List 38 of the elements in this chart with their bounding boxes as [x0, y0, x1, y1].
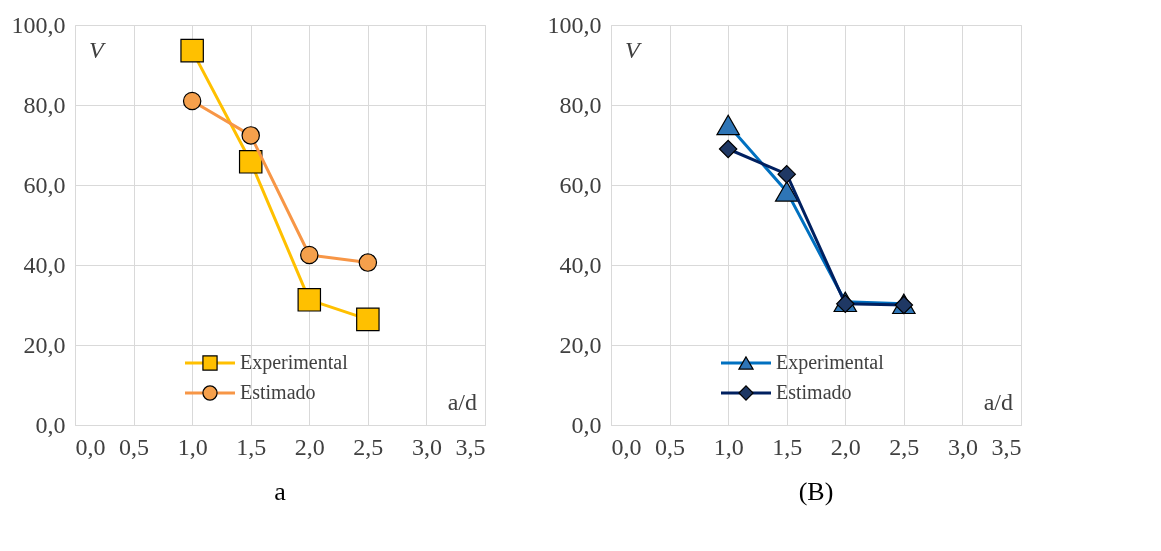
y-tick-label: 0,0	[35, 411, 66, 438]
y-tick-label: 0,0	[571, 411, 602, 438]
y-tick-label: 80,0	[23, 91, 66, 118]
x-tick-label: 1,5	[236, 433, 267, 460]
x-tick-label: 0,0	[75, 433, 106, 460]
x-tick-label: 1,0	[713, 433, 744, 460]
y-tick-label: 80,0	[559, 91, 602, 118]
x-axis-title: a/d	[983, 389, 1013, 415]
x-tick-label: 2,0	[830, 433, 861, 460]
x-tick-label: 0,0	[611, 433, 642, 460]
y-tick-label: 40,0	[23, 251, 66, 278]
legend-label: Experimental	[240, 351, 349, 374]
y-tick-label: 60,0	[23, 171, 66, 198]
y-tick-label: 20,0	[23, 331, 66, 358]
x-axis-title: a/d	[447, 389, 477, 415]
x-tick-label: 0,5	[655, 433, 686, 460]
y-tick-label: 40,0	[559, 251, 602, 278]
y-tick-label: 20,0	[559, 331, 602, 358]
y-tick-label: 60,0	[559, 171, 602, 198]
x-tick-label: 2,5	[353, 433, 384, 460]
x-tick-label: 1,0	[177, 433, 208, 460]
x-tick-label: 3,0	[947, 433, 978, 460]
legend-label: Estimado	[240, 381, 316, 403]
x-tick-label: 3,0	[411, 433, 442, 460]
legend-label: Experimental	[776, 351, 885, 374]
text: a	[274, 477, 287, 506]
y-tick-label: 100,0	[547, 11, 602, 38]
text: (B)	[798, 477, 834, 506]
y-tick-label: 100,0	[11, 11, 66, 38]
x-tick-label: 3,5	[455, 433, 486, 460]
x-tick-label: 2,5	[889, 433, 920, 460]
x-tick-label: 1,5	[772, 433, 803, 460]
y-axis-title: V	[625, 37, 642, 63]
y-axis-title: V	[89, 37, 106, 63]
legend-label: Estimado	[776, 381, 852, 403]
x-tick-label: 3,5	[991, 433, 1022, 460]
x-tick-label: 2,0	[294, 433, 325, 460]
x-tick-label: 0,5	[119, 433, 150, 460]
